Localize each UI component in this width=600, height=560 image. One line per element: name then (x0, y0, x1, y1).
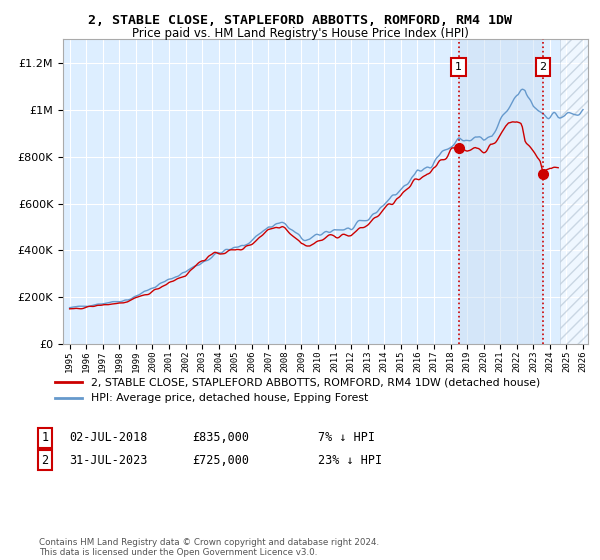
Text: 02-JUL-2018: 02-JUL-2018 (69, 431, 148, 445)
Text: £835,000: £835,000 (192, 431, 249, 445)
Text: Price paid vs. HM Land Registry's House Price Index (HPI): Price paid vs. HM Land Registry's House … (131, 27, 469, 40)
Legend: 2, STABLE CLOSE, STAPLEFORD ABBOTTS, ROMFORD, RM4 1DW (detached house), HPI: Ave: 2, STABLE CLOSE, STAPLEFORD ABBOTTS, ROM… (50, 372, 545, 409)
Text: Contains HM Land Registry data © Crown copyright and database right 2024.
This d: Contains HM Land Registry data © Crown c… (39, 538, 379, 557)
Text: 1: 1 (455, 62, 463, 72)
Text: £725,000: £725,000 (192, 454, 249, 467)
Bar (459, 39, 543, 344)
Text: 7% ↓ HPI: 7% ↓ HPI (318, 431, 375, 445)
Text: 1: 1 (41, 431, 49, 445)
Text: 31-JUL-2023: 31-JUL-2023 (69, 454, 148, 467)
Text: 2: 2 (539, 62, 547, 72)
Text: 2: 2 (41, 454, 49, 467)
Text: 23% ↓ HPI: 23% ↓ HPI (318, 454, 382, 467)
Bar (560, 39, 588, 344)
Text: 2, STABLE CLOSE, STAPLEFORD ABBOTTS, ROMFORD, RM4 1DW: 2, STABLE CLOSE, STAPLEFORD ABBOTTS, ROM… (88, 14, 512, 27)
